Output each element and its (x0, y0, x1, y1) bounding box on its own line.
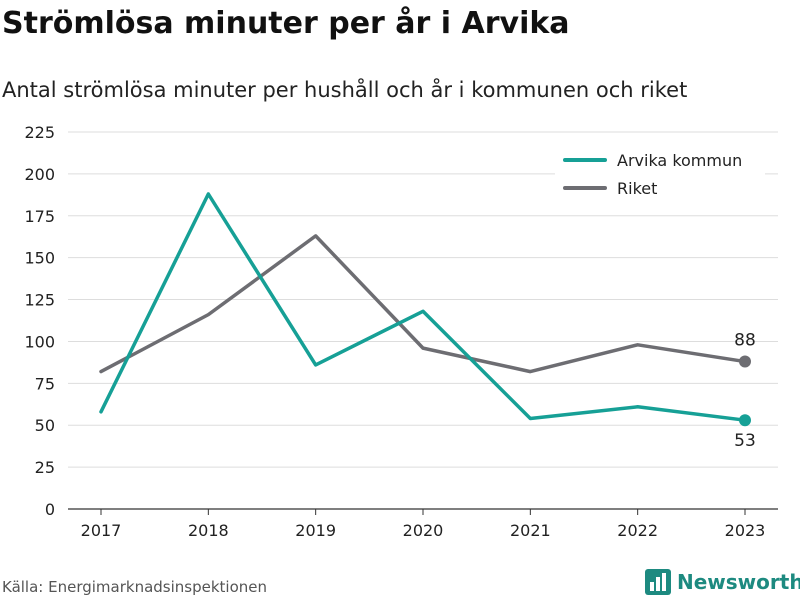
end-label-riket: 88 (734, 331, 756, 351)
legend-entry: Riket (617, 179, 657, 198)
y-tick-label: 225 (24, 123, 55, 142)
series-lines: 88 53 (99, 192, 756, 451)
brand-logo: Newsworthy (645, 569, 800, 595)
y-tick-label: 75 (35, 374, 55, 393)
end-point-riket (739, 355, 751, 368)
y-tick-label: 150 (24, 249, 55, 268)
x-tick-label: 2017 (81, 521, 122, 540)
legend-entry: Arvika kommun (617, 151, 742, 170)
end-label-arvika: 53 (734, 431, 756, 451)
legend-box (555, 145, 765, 207)
y-tick-label: 0 (45, 500, 55, 519)
source-note: Källa: Energimarknadsinspektionen (2, 578, 268, 596)
legend: Arvika kommun Riket (555, 145, 765, 207)
series-line-arvika (99, 192, 747, 422)
end-point-arvika (739, 414, 751, 427)
x-axis-ticks: 2017 2018 2019 2020 2021 2022 2023 (68, 508, 778, 540)
y-tick-label: 125 (24, 291, 55, 310)
x-tick-label: 2022 (617, 521, 658, 540)
x-tick-label: 2021 (510, 521, 551, 540)
brand-name: Newsworthy (677, 570, 800, 594)
x-tick-label: 2020 (403, 521, 444, 540)
bar-chart-icon (645, 569, 671, 595)
y-tick-label: 50 (35, 416, 55, 435)
y-tick-label: 25 (35, 458, 55, 477)
series-line-riket (99, 234, 747, 374)
y-tick-label: 200 (24, 165, 55, 184)
x-tick-label: 2018 (188, 521, 229, 540)
chart-subtitle: Antal strömlösa minuter per hushåll och … (2, 78, 688, 102)
x-tick-label: 2023 (725, 521, 766, 540)
x-tick-label: 2019 (295, 521, 336, 540)
y-tick-label: 100 (24, 332, 55, 351)
chart-title: Strömlösa minuter per år i Arvika (2, 6, 570, 41)
y-tick-label: 175 (24, 207, 55, 226)
y-axis-ticks: 0 25 50 75 100 125 150 175 200 225 (24, 123, 55, 519)
gridlines (68, 131, 778, 510)
